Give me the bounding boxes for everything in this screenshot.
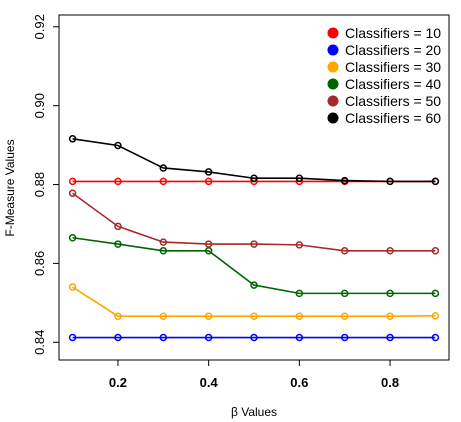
data-point bbox=[386, 333, 394, 342]
legend-marker bbox=[327, 95, 339, 107]
data-point bbox=[250, 312, 258, 320]
data-point bbox=[340, 176, 349, 185]
legend-marker bbox=[327, 61, 339, 73]
data-point bbox=[159, 177, 168, 186]
data-point bbox=[204, 240, 213, 248]
x-axis-title: β Values bbox=[231, 405, 277, 419]
data-point bbox=[431, 247, 440, 255]
data-point bbox=[295, 289, 304, 298]
legend-label: Classifiers = 40 bbox=[345, 76, 441, 92]
data-point bbox=[159, 333, 168, 342]
data-point bbox=[204, 168, 213, 176]
data-point bbox=[431, 312, 440, 320]
data-point bbox=[295, 333, 304, 342]
data-point bbox=[68, 333, 77, 342]
legend-marker bbox=[327, 44, 339, 56]
data-point bbox=[159, 238, 168, 246]
series-layer bbox=[68, 135, 440, 342]
data-point bbox=[386, 177, 394, 186]
data-point bbox=[114, 222, 122, 231]
data-point bbox=[250, 281, 258, 289]
y-tick-label: 0.92 bbox=[32, 14, 47, 39]
series-4 bbox=[68, 234, 440, 298]
data-point bbox=[250, 174, 258, 182]
data-point bbox=[250, 240, 258, 248]
x-tick-label: 0.8 bbox=[381, 375, 399, 390]
data-point bbox=[431, 177, 440, 186]
data-point bbox=[386, 289, 394, 298]
data-point bbox=[204, 177, 213, 186]
x-axis: 0.2 0.4 0.6 0.8 bbox=[109, 360, 399, 390]
data-point bbox=[295, 312, 304, 320]
data-point bbox=[68, 177, 77, 186]
data-point bbox=[431, 289, 440, 298]
x-tick-label: 0.4 bbox=[200, 375, 219, 390]
data-point bbox=[386, 247, 394, 255]
data-point bbox=[114, 141, 122, 150]
y-tick-label: 0.90 bbox=[32, 93, 47, 118]
series-6 bbox=[68, 135, 440, 186]
x-tick-label: 0.2 bbox=[109, 375, 127, 390]
data-point bbox=[68, 135, 77, 143]
legend-label: Classifiers = 60 bbox=[345, 110, 441, 126]
data-point bbox=[68, 234, 77, 242]
legend-marker bbox=[327, 112, 339, 124]
legend-label: Classifiers = 50 bbox=[345, 93, 441, 109]
data-point bbox=[68, 189, 77, 197]
data-point bbox=[114, 177, 122, 186]
data-point bbox=[340, 312, 349, 320]
y-axis: 0.84 0.86 0.88 0.90 0.92 bbox=[32, 14, 59, 355]
data-point bbox=[340, 333, 349, 342]
data-point bbox=[386, 312, 394, 320]
data-point bbox=[340, 247, 349, 255]
series-line bbox=[72, 192, 436, 252]
plot-frame bbox=[58, 14, 450, 361]
data-point bbox=[250, 333, 258, 342]
legend-label: Classifiers = 30 bbox=[345, 59, 441, 75]
data-point bbox=[114, 240, 122, 248]
y-tick-label: 0.86 bbox=[32, 251, 47, 276]
data-point bbox=[68, 283, 77, 291]
series-2 bbox=[68, 333, 440, 342]
y-tick-label: 0.88 bbox=[32, 172, 47, 197]
data-point bbox=[114, 333, 122, 342]
data-point bbox=[159, 164, 168, 172]
x-tick-label: 0.6 bbox=[290, 375, 308, 390]
series-5 bbox=[68, 189, 440, 255]
data-point bbox=[114, 312, 122, 320]
y-axis-title: F-Measure Values bbox=[3, 139, 17, 236]
legend-label: Classifiers = 10 bbox=[345, 25, 441, 41]
data-point bbox=[204, 333, 213, 342]
data-point bbox=[159, 312, 168, 320]
data-point bbox=[340, 289, 349, 298]
series-line bbox=[72, 286, 436, 318]
data-point bbox=[295, 241, 304, 249]
series-line bbox=[72, 138, 436, 183]
y-tick-label: 0.84 bbox=[32, 330, 47, 355]
data-point bbox=[431, 333, 440, 342]
data-point bbox=[159, 247, 168, 255]
data-point bbox=[204, 312, 213, 320]
data-point bbox=[295, 174, 304, 182]
series-line bbox=[72, 236, 436, 295]
series-3 bbox=[68, 283, 440, 320]
legend-label: Classifiers = 20 bbox=[345, 42, 441, 58]
legend-marker bbox=[327, 78, 339, 90]
legend-marker bbox=[327, 27, 339, 39]
